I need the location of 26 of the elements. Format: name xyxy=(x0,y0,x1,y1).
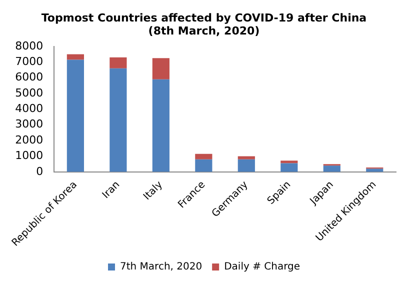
bar xyxy=(280,163,298,172)
bar xyxy=(323,166,340,172)
bar xyxy=(238,159,255,172)
chart-title: Topmost Countries affected by COVID-19 after China (8th March, 2020) xyxy=(41,11,367,38)
y-tick-label: 5000 xyxy=(15,86,44,100)
bar xyxy=(110,57,127,68)
bar xyxy=(152,79,170,172)
bar xyxy=(152,58,170,80)
y-tick-label: 0 xyxy=(36,164,44,178)
y-tick-label: 1000 xyxy=(15,149,44,162)
bar xyxy=(238,156,255,160)
legend-label: 7th March, 2020 xyxy=(120,262,202,273)
y-tick-label: 2000 xyxy=(15,133,44,146)
bar xyxy=(195,159,212,172)
y-tick-label: 3000 xyxy=(15,118,44,131)
x-tick-label: Iran xyxy=(100,179,122,201)
y-tick-label: 8000 xyxy=(15,39,44,52)
bar xyxy=(195,154,212,160)
y-tick-label: 6000 xyxy=(15,70,44,84)
legend-label: Daily # Charge xyxy=(224,262,300,273)
bar xyxy=(66,60,84,172)
bar xyxy=(280,160,298,164)
y-tick-label: 4000 xyxy=(15,102,44,116)
bar xyxy=(110,68,127,172)
y-tick-label: 7000 xyxy=(15,54,44,68)
bar xyxy=(66,54,84,60)
